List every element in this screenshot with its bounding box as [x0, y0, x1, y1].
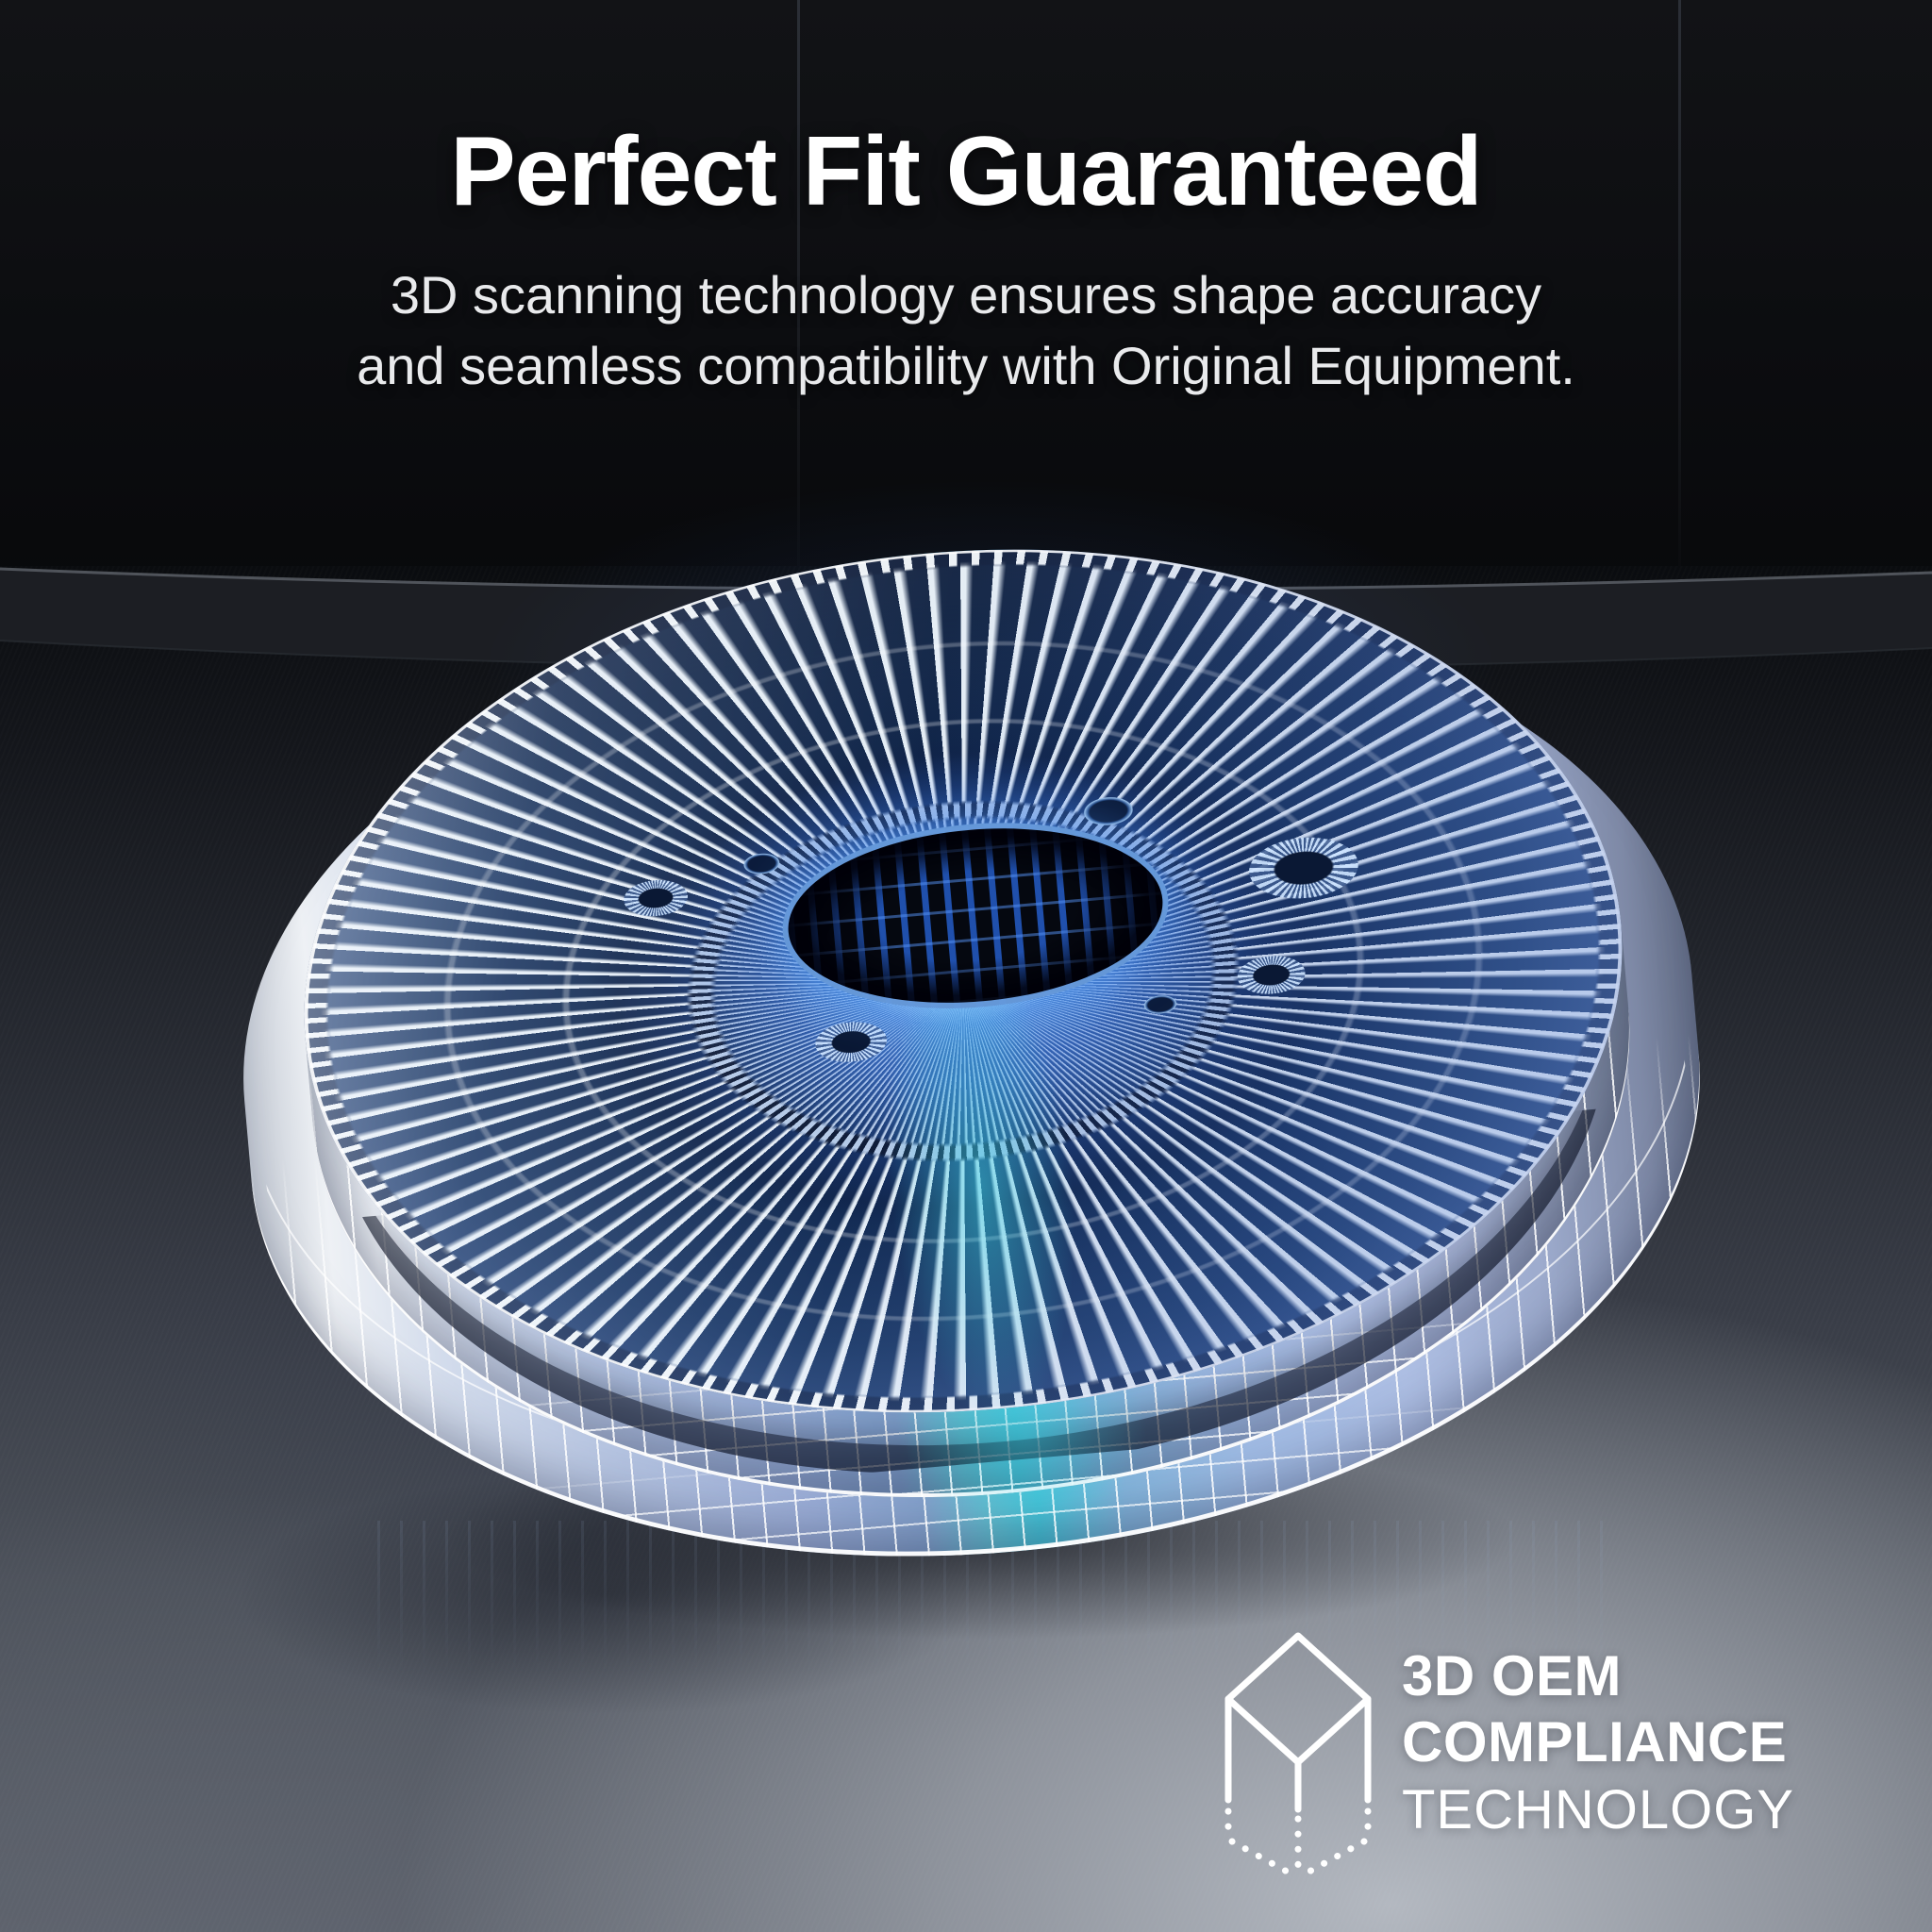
- hero-text-block: Perfect Fit Guaranteed 3D scanning techn…: [0, 117, 1932, 401]
- badge-line-1: 3D OEM: [1402, 1644, 1623, 1707]
- subtitle-line-2: and seamless compatibility with Original…: [357, 336, 1575, 396]
- subtitle-line-1: 3D scanning technology ensures shape acc…: [390, 265, 1542, 325]
- badge-line-3: TECHNOLOGY: [1402, 1779, 1795, 1840]
- wall-panel-seam: [797, 0, 800, 604]
- compliance-cube-icon: [1224, 1632, 1372, 1877]
- compliance-badge: 3D OEM COMPLIANCE TECHNOLOGY: [1223, 1628, 1794, 1881]
- page-title: Perfect Fit Guaranteed: [450, 117, 1482, 226]
- badge-line-2: COMPLIANCE: [1402, 1710, 1788, 1774]
- compliance-badge-text: 3D OEM COMPLIANCE TECHNOLOGY: [1402, 1628, 1794, 1845]
- studio-wall: [0, 0, 1932, 604]
- wall-panel-seam: [1678, 0, 1681, 604]
